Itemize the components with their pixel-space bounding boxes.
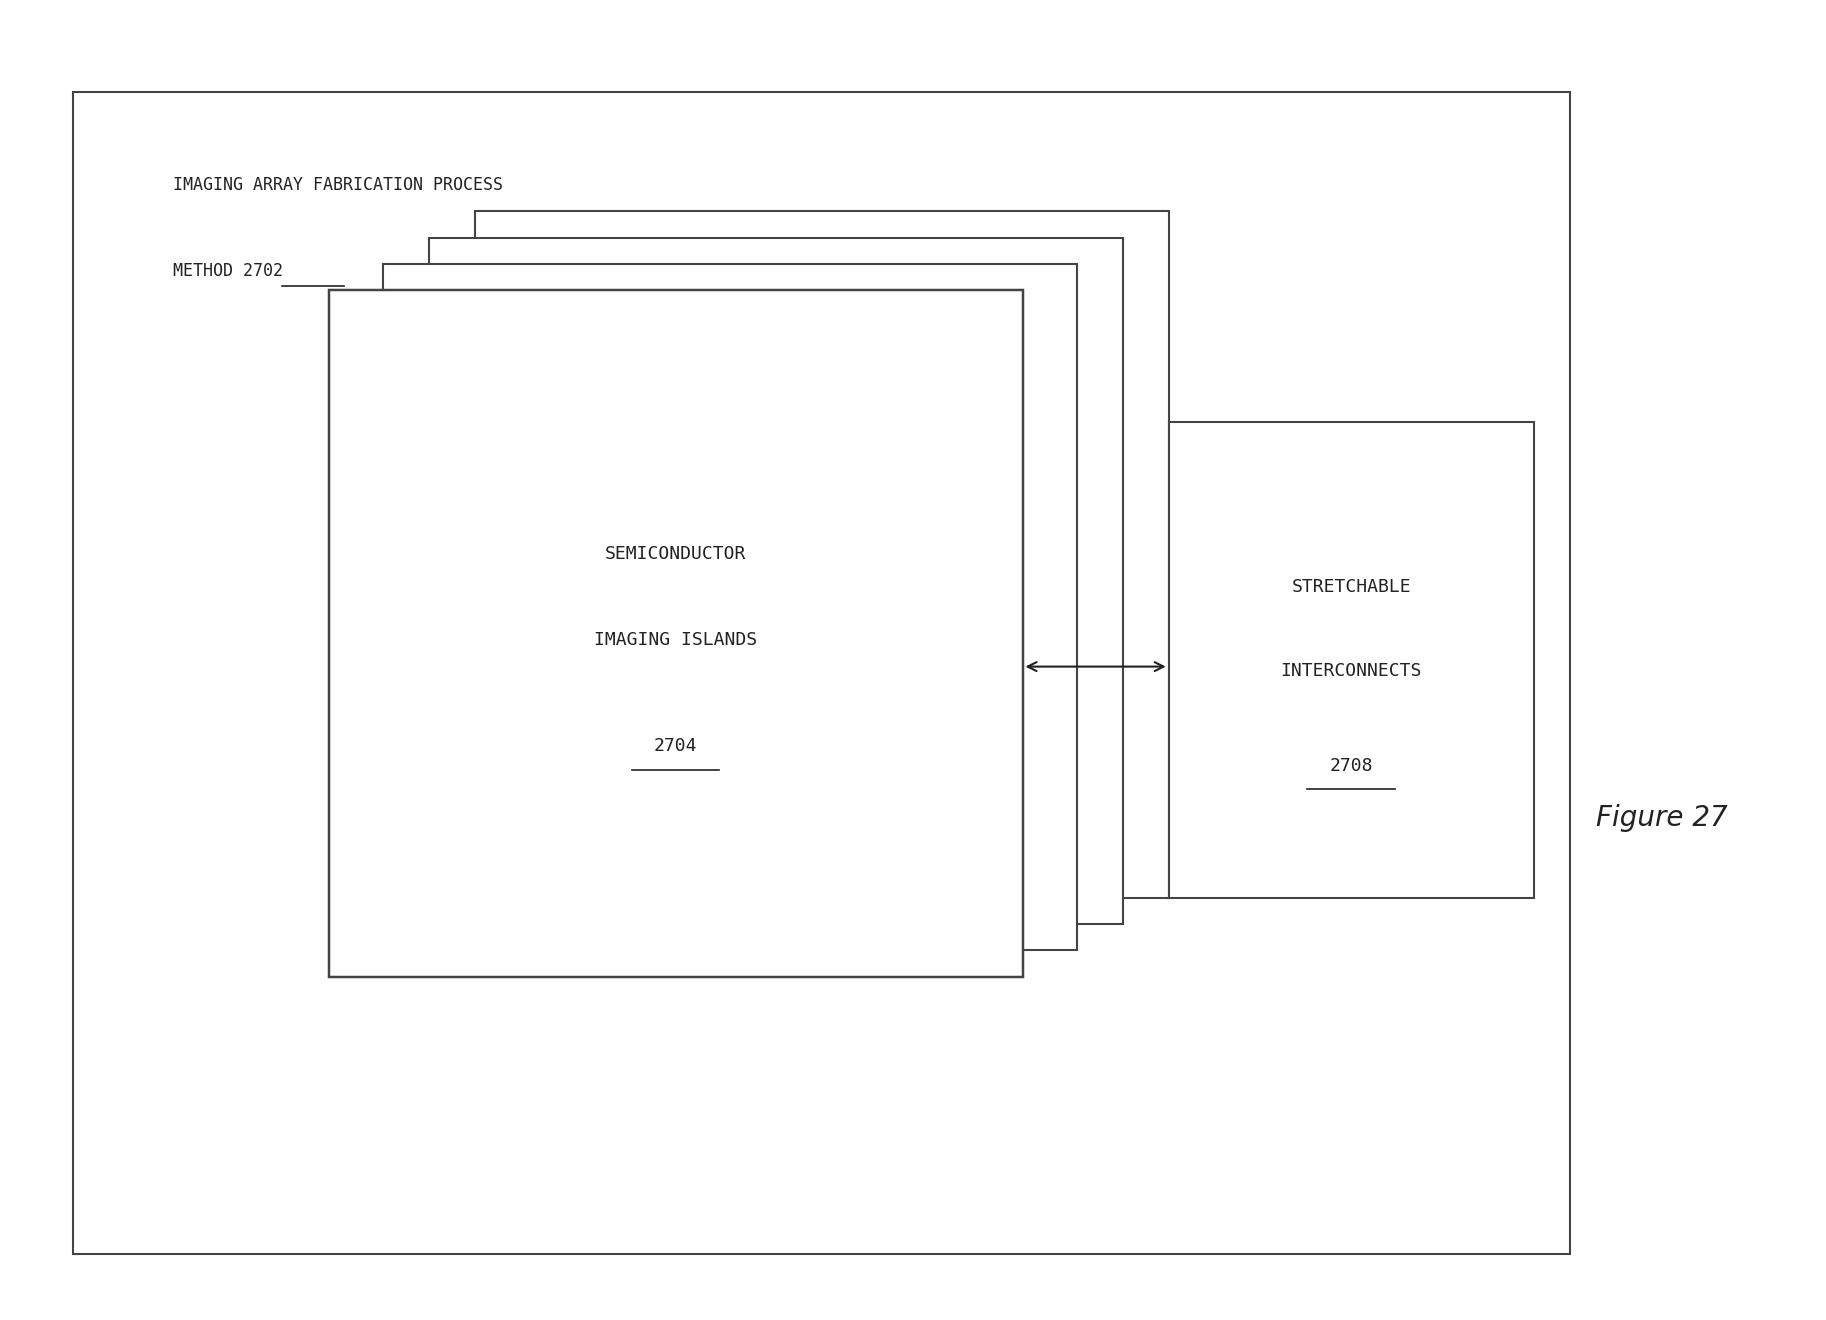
Text: IMAGING ARRAY FABRICATION PROCESS: IMAGING ARRAY FABRICATION PROCESS [173,176,504,194]
Bar [383,264,1077,950]
Bar [429,238,1123,924]
Text: 2704: 2704 [654,737,698,755]
Bar [1169,422,1534,898]
Bar [73,92,1570,1254]
Text: 2708: 2708 [1329,756,1373,775]
Bar [475,211,1169,898]
Text: INTERCONNECTS: INTERCONNECTS [1280,661,1422,680]
Text: Figure 27: Figure 27 [1596,804,1727,833]
Bar [329,290,1023,977]
Text: SEMICONDUCTOR: SEMICONDUCTOR [604,545,747,564]
Text: METHOD 2702: METHOD 2702 [173,261,283,280]
Text: STRETCHABLE: STRETCHABLE [1291,578,1411,597]
Text: IMAGING ISLANDS: IMAGING ISLANDS [593,631,758,649]
